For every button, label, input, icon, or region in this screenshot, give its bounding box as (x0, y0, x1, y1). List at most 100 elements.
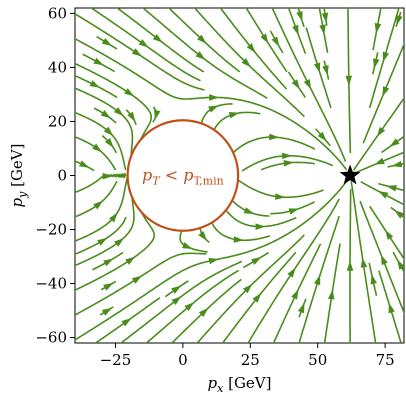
streamline-arrow-31 (198, 307, 209, 318)
streamline-arrow-73 (378, 191, 389, 199)
streamline-arrow-3 (114, 237, 124, 247)
x-axis-title: px [GeV] (208, 374, 272, 393)
streamline-arrow-26 (127, 111, 136, 122)
streamline-arrow-40 (233, 236, 244, 243)
streamline-arrow-11 (124, 88, 135, 97)
streamline-arrow-53 (283, 159, 294, 167)
streamline-arrow-25 (171, 296, 182, 306)
streamline-arrow-84 (391, 160, 403, 168)
streamline-arrow-2 (125, 256, 136, 265)
streamline-28 (145, 269, 240, 343)
streamline-arrow-74 (374, 157, 385, 165)
streamline-arrow-18 (97, 237, 108, 246)
streamline-arrow-58 (291, 79, 300, 90)
streamline-arrow-54 (271, 36, 280, 47)
streamline-arrow-64 (322, 65, 329, 76)
streamline-arrow-79 (374, 23, 382, 34)
streamline-arrow-47 (275, 193, 286, 200)
streamline-arrow-4 (108, 212, 118, 223)
excluded-region-label: pT < pT,min (142, 166, 224, 188)
streamline-arrow-24 (138, 39, 149, 48)
x-tick-label: 0 (178, 351, 188, 369)
streamline-arrow-16 (103, 282, 114, 291)
streamline-arrow-69 (360, 257, 368, 268)
y-tick-label: −60 (35, 329, 67, 347)
streamline-arrow-32 (171, 285, 182, 294)
streamline-5 (75, 180, 118, 218)
streamline-arrow-15 (101, 307, 113, 316)
streamline-42 (213, 111, 261, 131)
streamline-arrow-6 (102, 172, 113, 180)
streamline-arrow-23 (101, 38, 113, 46)
streamline-arrow-60 (296, 10, 303, 22)
x-tick-label: −25 (100, 351, 132, 369)
streamline-arrow-71 (381, 254, 388, 266)
streamline-arrow-7 (78, 160, 90, 168)
streamline-arrow-66 (321, 12, 329, 23)
streamline-arrow-65 (319, 24, 326, 35)
y-tick-label: 20 (48, 112, 67, 130)
streamlines (75, 8, 404, 343)
streamline-arrow-1 (131, 275, 143, 284)
streamline-arrow-19 (104, 137, 114, 148)
streamline-10 (75, 87, 134, 161)
y-axis-ticks: −60 −40 −20 0 20 40 60 (35, 4, 75, 347)
streamline-arrow-43 (246, 43, 256, 53)
streamline-arrow-29 (154, 109, 161, 121)
streamline-arrow-45 (251, 257, 262, 265)
streamline-arrow-22 (93, 57, 104, 66)
streamline-arrow-35 (242, 284, 253, 294)
streamline-3 (75, 193, 135, 267)
streamline-arrow-21 (89, 80, 100, 88)
streamline-arrow-55 (303, 79, 312, 90)
streamline-arrow-34 (197, 34, 207, 44)
streamline-6 (75, 172, 127, 194)
streamline-arrow-5 (93, 200, 104, 210)
y-tick-label: 40 (48, 58, 67, 76)
streamline-arrow-38 (241, 57, 251, 68)
streamline-arrow-44 (287, 267, 296, 278)
streamline-arrow-48 (282, 152, 293, 160)
streamline-49 (232, 136, 316, 154)
streamline-arrow-86 (396, 14, 403, 26)
streamline-arrow-17 (103, 258, 114, 267)
streamline-arrow-63 (313, 62, 321, 73)
streamline-arrow-67 (346, 260, 354, 271)
streamline-arrow-27 (152, 33, 163, 43)
streamline-4 (75, 174, 130, 243)
streamline-25 (119, 260, 243, 343)
streamline-arrow-30 (195, 51, 206, 60)
streamline-arrow-33 (182, 242, 193, 249)
x-tick-label: 75 (376, 351, 395, 369)
streamline-arrow-76 (382, 86, 390, 97)
streamline-47 (236, 178, 324, 199)
streamline-arrow-46 (243, 207, 255, 214)
streamline-arrow-70 (370, 274, 377, 285)
streamline-arrow-59 (292, 24, 299, 36)
streamline-arrow-56 (313, 274, 321, 286)
streamline-9 (75, 111, 127, 171)
streamline-arrow-9 (103, 126, 114, 136)
streamline-arrow-83 (386, 185, 397, 192)
streamline-arrow-51 (291, 289, 299, 300)
streamline-40 (210, 221, 271, 242)
streamline-arrow-13 (131, 48, 142, 57)
streamline-arrow-8 (92, 143, 102, 153)
streamline-arrow-42 (228, 111, 240, 119)
streamline-arrow-81 (397, 259, 404, 270)
streamline-arrow-12 (209, 94, 220, 101)
streamline-arrow-78 (373, 58, 380, 69)
streamline-arrow-36 (198, 231, 207, 241)
streamline-arrow-0 (208, 257, 219, 265)
streamline-38 (193, 8, 305, 118)
streamline-18 (75, 216, 127, 256)
y-tick-label: −40 (35, 275, 67, 293)
streamline-arrow-49 (269, 133, 280, 141)
streamline-arrow-85 (389, 138, 400, 147)
streamline-arrow-80 (388, 302, 395, 314)
x-tick-label: 25 (241, 351, 260, 369)
streamline-arrow-75 (376, 126, 386, 137)
streamline-arrow-82 (394, 209, 404, 219)
x-axis-ticks: −25 0 25 50 75 (100, 343, 395, 369)
